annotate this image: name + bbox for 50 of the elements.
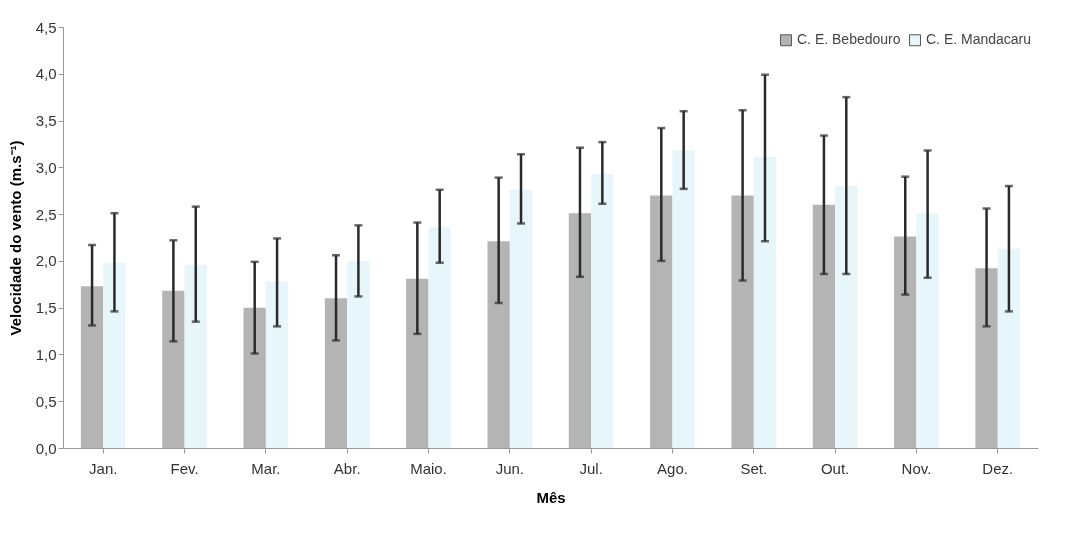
y-tick-label: 0,5 [35, 392, 57, 410]
x-axis-title: Mês [536, 488, 566, 506]
y-tick-label: 3,5 [35, 112, 57, 130]
bar [487, 241, 510, 448]
x-tick-label: Set. [740, 459, 768, 477]
x-tick-label: Jul. [579, 459, 603, 477]
y-tick-label: 2,5 [35, 205, 57, 223]
bar [672, 150, 695, 448]
bar [591, 173, 614, 448]
bar [347, 260, 370, 448]
x-tick-label: Dez. [982, 459, 1014, 477]
bar [265, 281, 289, 448]
bar [324, 298, 348, 448]
y-tick-label: 0,0 [35, 439, 57, 457]
bar [509, 189, 533, 448]
bar [103, 262, 126, 448]
bar [812, 204, 836, 448]
bar [428, 227, 451, 448]
bar [650, 195, 673, 448]
x-tick-label: Maio. [410, 459, 447, 477]
bar [162, 290, 185, 448]
legend-label: C. E. Bebedouro [797, 31, 901, 48]
x-tick-label: Abr. [333, 459, 361, 477]
x-tick-label: Out. [820, 459, 850, 477]
y-tick-label: 1,0 [35, 345, 57, 363]
bar [406, 278, 429, 448]
bar [80, 286, 104, 448]
y-tick-label: 4,5 [35, 18, 57, 36]
y-tick-label: 3,0 [35, 158, 57, 176]
y-axis-title: Velocidade do vento (m.s⁻¹) [6, 140, 24, 336]
bar [916, 213, 939, 448]
x-tick-label: Ago. [657, 459, 688, 477]
bar [894, 236, 917, 448]
bar [975, 268, 998, 448]
x-tick-label: Fev. [170, 459, 199, 477]
bar [731, 195, 754, 448]
bar [184, 264, 207, 448]
y-tick-label: 4,0 [35, 65, 57, 83]
bar [997, 248, 1021, 448]
legend-label: C. E. Mandacaru [926, 31, 1032, 48]
x-tick-label: Mar. [251, 459, 281, 477]
bar [835, 186, 858, 448]
y-tick-label: 1,5 [35, 299, 57, 317]
x-tick-label: Nov. [901, 459, 932, 477]
bar [243, 307, 266, 448]
bar [568, 213, 592, 448]
x-tick-label: Jan. [89, 459, 118, 477]
bar [753, 157, 777, 448]
y-tick-label: 2,0 [35, 252, 57, 270]
x-tick-label: Jun. [495, 459, 525, 477]
